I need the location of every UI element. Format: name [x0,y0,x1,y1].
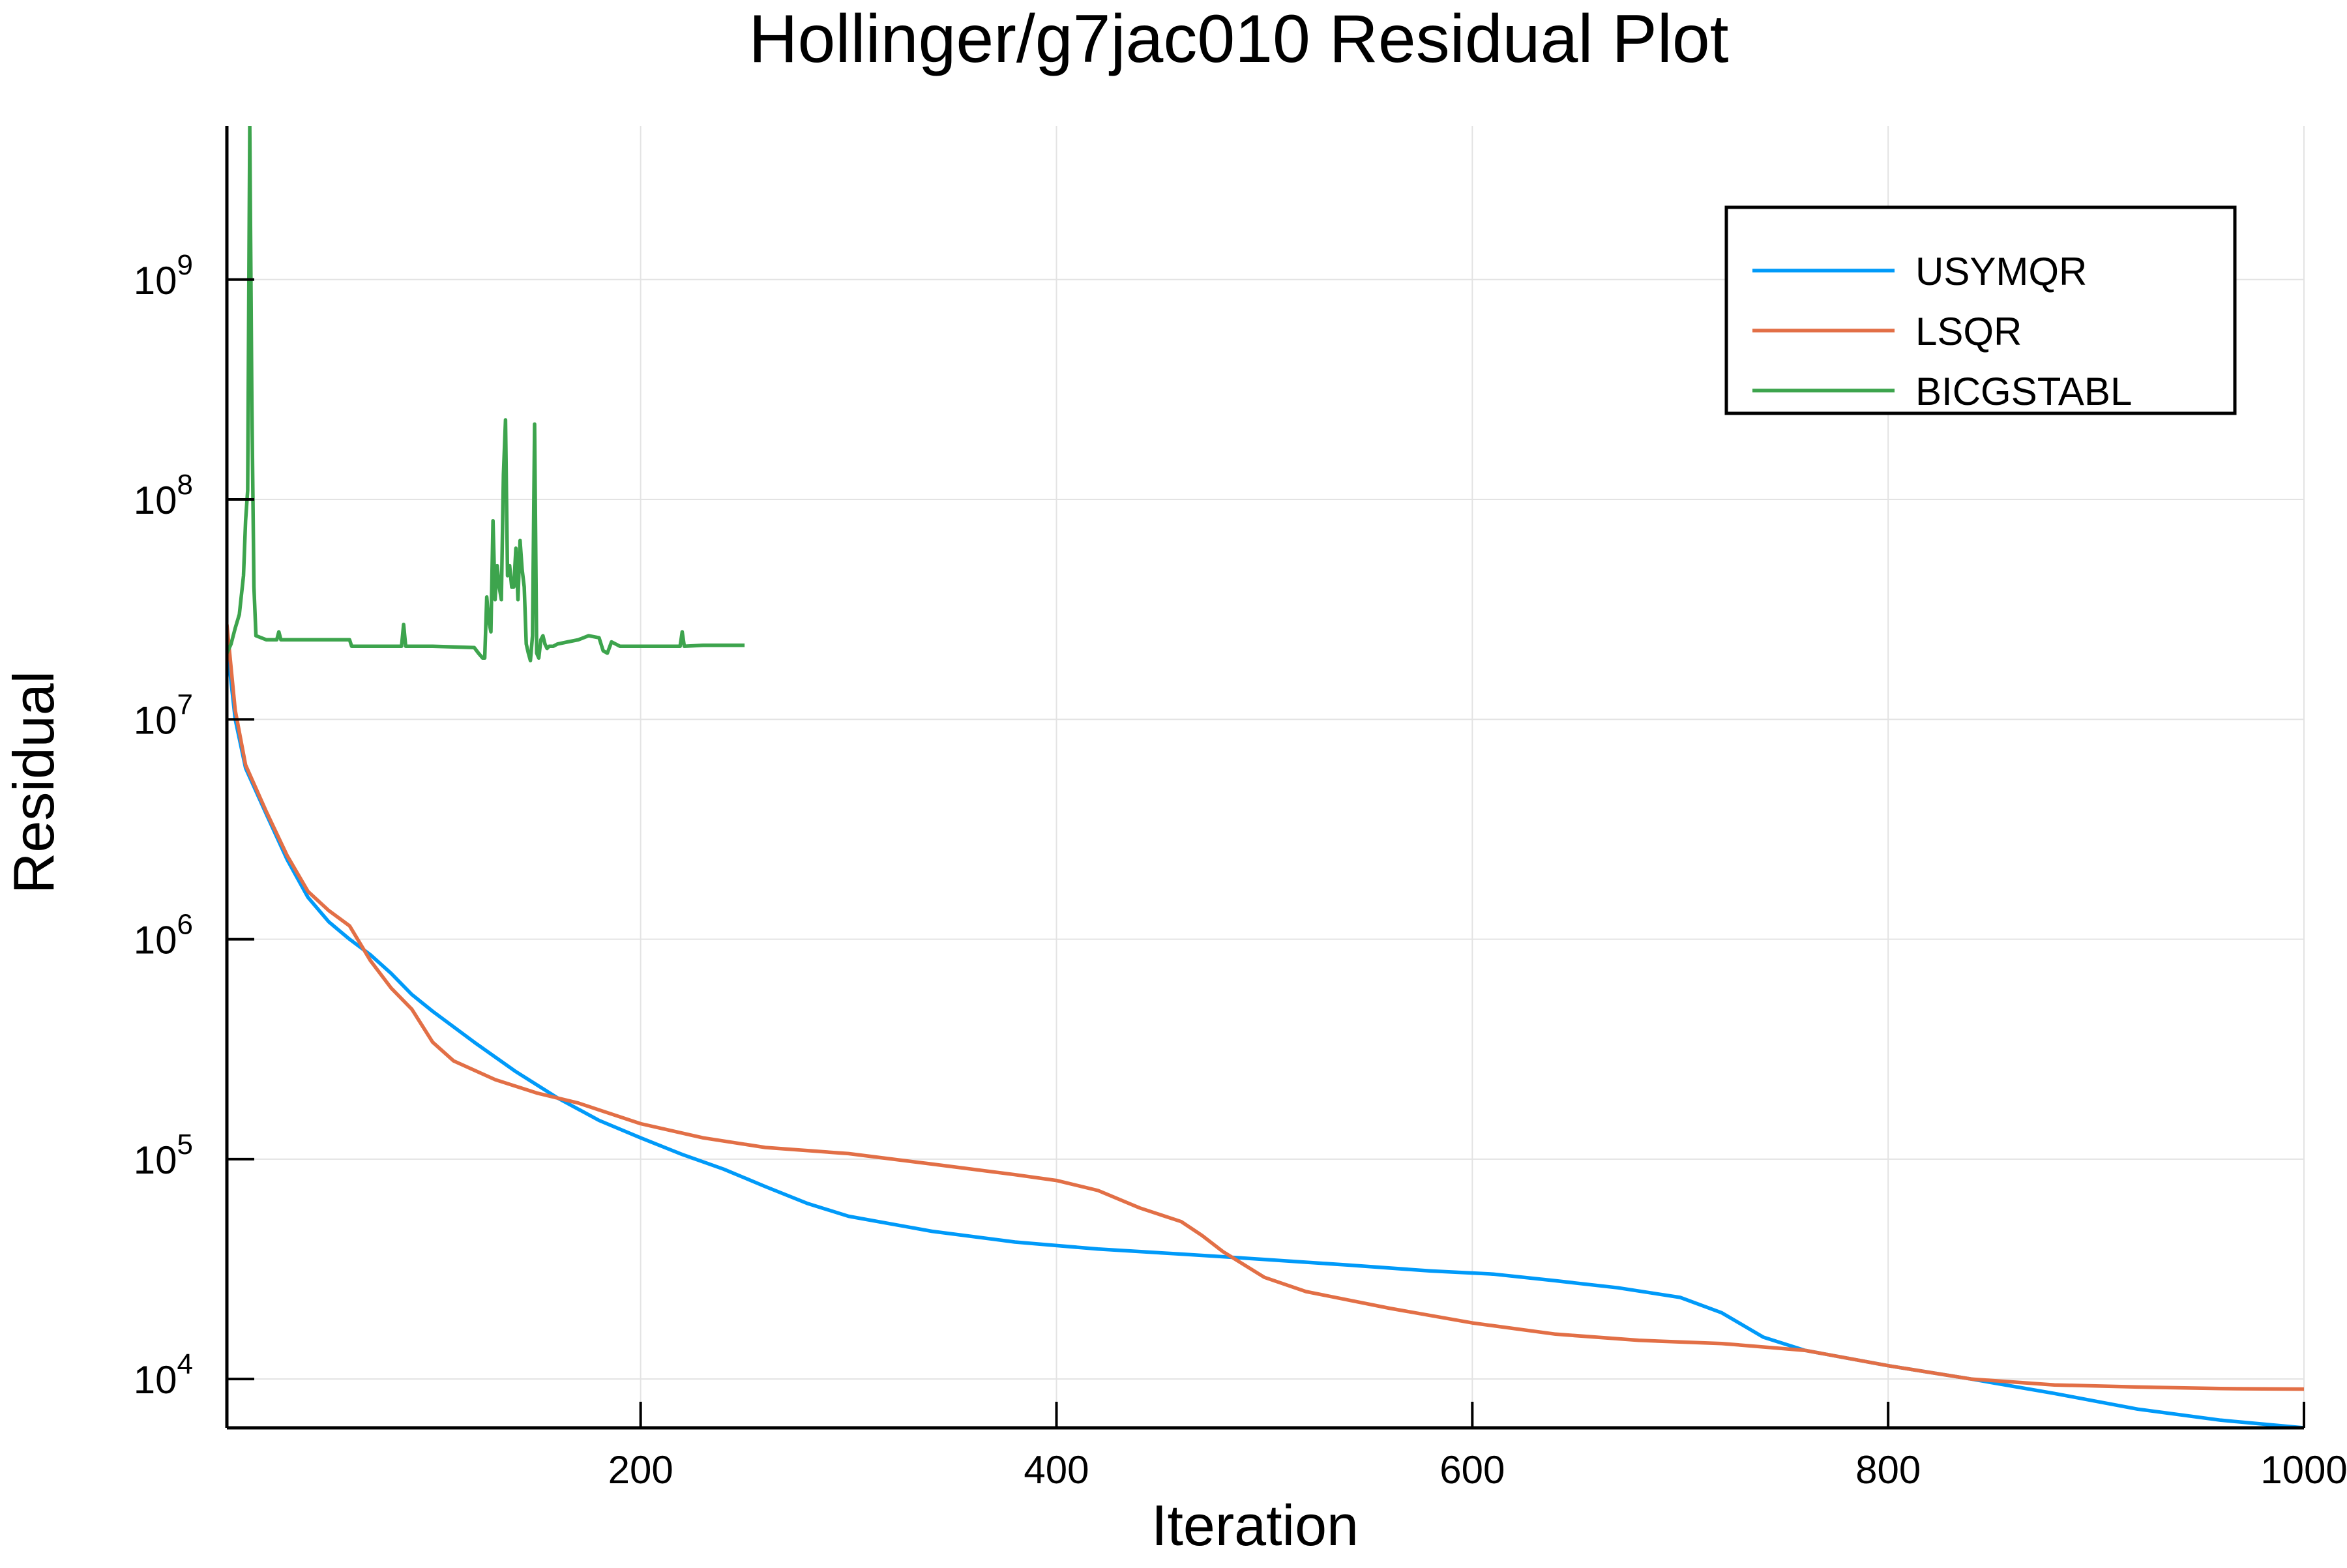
series-line-usymqr [227,643,2304,1428]
x-tick-label: 600 [1439,1448,1505,1492]
x-tick-label: 1000 [2260,1448,2347,1492]
y-tick-exponent: 5 [177,1129,193,1161]
y-tick-base: 10 [134,1358,177,1402]
legend-label-usymqr: USYMQR [1915,250,2087,293]
y-tick-base: 10 [134,919,177,962]
legend-label-lsqr: LSQR [1915,310,2022,353]
y-tick-base: 10 [134,1138,177,1182]
y-axis-label: Residual [1,671,66,894]
y-tick-label: 108 [134,469,193,522]
legend: USYMQR LSQR BICGSTABL [1724,205,2237,415]
chart-title: Hollinger/g7jac010 Residual Plot [748,1,1728,77]
x-tick-label: 400 [1024,1448,1089,1492]
series-lines [227,126,2304,1428]
y-tick-base: 10 [134,698,177,742]
x-tick-label: 200 [608,1448,673,1492]
legend-label-bicgstabl: BICGSTABL [1915,370,2132,413]
x-tick-label: 800 [1855,1448,1921,1492]
y-tick-label: 107 [134,688,193,742]
y-tick-base: 10 [134,259,177,303]
y-tick-label: 106 [134,909,193,962]
y-tick-exponent: 7 [177,688,193,720]
legend-box [1724,205,2237,415]
x-axis-label: Iteration [1151,1493,1359,1558]
y-tick-label: 104 [134,1348,193,1402]
y-tick-exponent: 4 [177,1348,193,1380]
y-tick-exponent: 8 [177,469,193,501]
y-tick-label: 105 [134,1129,193,1182]
y-tick-exponent: 6 [177,909,193,941]
grid-lines [227,126,2305,1428]
y-tick-label: 109 [134,249,193,303]
y-tick-base: 10 [134,479,177,522]
series-line-bicgstabl [227,126,745,662]
y-tick-exponent: 9 [177,249,193,281]
series-line-lsqr [227,624,2304,1391]
